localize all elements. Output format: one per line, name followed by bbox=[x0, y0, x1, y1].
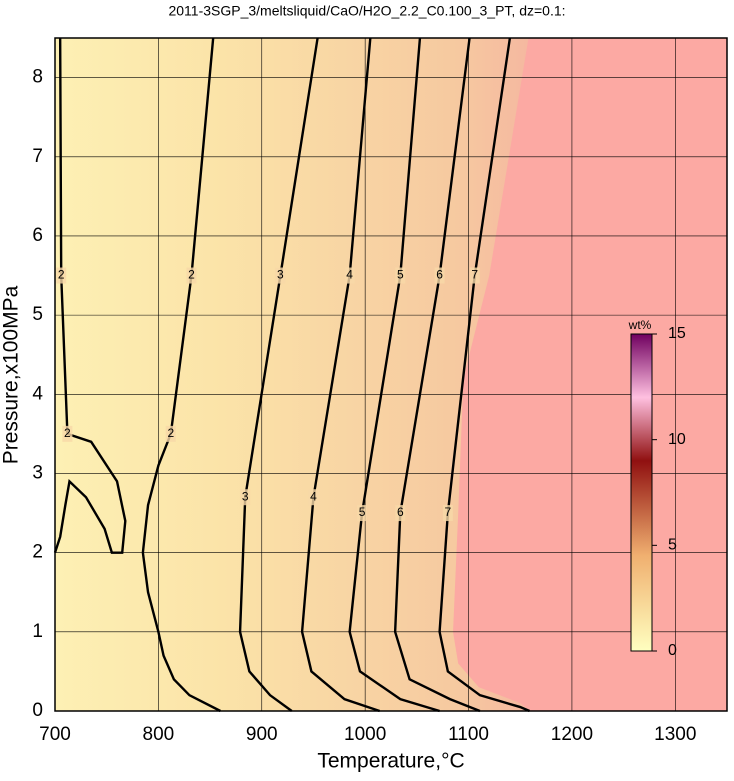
contour-label: 7 bbox=[445, 505, 452, 519]
melt-region bbox=[453, 38, 727, 711]
contour-label: 3 bbox=[277, 268, 284, 282]
x-tick-label: 1300 bbox=[654, 724, 696, 745]
y-axis-label: Pressure,x100MPa bbox=[0, 285, 23, 464]
contour-label: 5 bbox=[397, 268, 404, 282]
y-tick-label: 6 bbox=[32, 225, 43, 246]
colorbar-tick-label: 15 bbox=[668, 325, 686, 342]
colorbar-label: wt% bbox=[628, 318, 652, 332]
x-axis-label: Temperature,°C bbox=[317, 750, 464, 773]
contour-label-bg bbox=[395, 505, 406, 522]
colorbar bbox=[630, 333, 653, 652]
y-tick-label: 3 bbox=[32, 462, 43, 483]
x-tick-label: 1000 bbox=[344, 724, 386, 745]
contour-label: 2 bbox=[58, 268, 65, 282]
contour-label-bg bbox=[56, 267, 67, 284]
contour-label-bg bbox=[275, 267, 286, 284]
contour-label: 7 bbox=[471, 268, 478, 282]
y-tick-label: 5 bbox=[32, 304, 43, 325]
contour-label: 2 bbox=[167, 426, 174, 440]
contour-label: 4 bbox=[310, 489, 317, 503]
colorbar-tick-label: 5 bbox=[668, 537, 677, 554]
colorbar-tick-label: 0 bbox=[668, 642, 677, 659]
contour-label-bg bbox=[186, 267, 197, 284]
contour-line bbox=[438, 37, 531, 713]
contour-label: 6 bbox=[397, 505, 404, 519]
contour-label-bg bbox=[165, 425, 176, 442]
y-tick-label: 7 bbox=[32, 146, 43, 167]
contour-label-bg bbox=[357, 505, 368, 522]
x-tick-label: 800 bbox=[143, 724, 175, 745]
x-tick-label: 900 bbox=[246, 724, 278, 745]
contour-label: 4 bbox=[346, 268, 353, 282]
contour-label-bg bbox=[62, 425, 73, 442]
y-tick-label: 1 bbox=[32, 621, 43, 642]
contour-label: 2 bbox=[188, 268, 195, 282]
colorbar-tick-label: 10 bbox=[668, 431, 686, 448]
x-tick-label: 700 bbox=[39, 724, 71, 745]
y-tick-label: 8 bbox=[32, 67, 43, 88]
contour-label: 2 bbox=[64, 426, 71, 440]
x-tick-label: 1100 bbox=[448, 724, 489, 745]
y-tick-label: 4 bbox=[32, 383, 43, 404]
y-tick-label: 0 bbox=[32, 700, 43, 721]
contour-label-bg bbox=[442, 505, 453, 522]
plot-frame bbox=[54, 37, 728, 712]
chart-title: 2011-3SGP_3/meltsliquid/CaO/H2O_2.2_C0.1… bbox=[168, 3, 565, 19]
x-tick-label: 1200 bbox=[551, 724, 593, 745]
contour-label-bg bbox=[469, 267, 480, 284]
contour-label-bg bbox=[308, 489, 319, 506]
contour-label: 3 bbox=[242, 489, 249, 503]
contour-label: 5 bbox=[359, 505, 366, 519]
contour-label-bg bbox=[395, 267, 406, 284]
contour-label-bg bbox=[344, 267, 355, 284]
contour-label: 6 bbox=[436, 268, 443, 282]
contour-label-bg bbox=[434, 267, 445, 284]
y-tick-label: 2 bbox=[32, 542, 43, 563]
contour-label-bg bbox=[240, 489, 251, 506]
